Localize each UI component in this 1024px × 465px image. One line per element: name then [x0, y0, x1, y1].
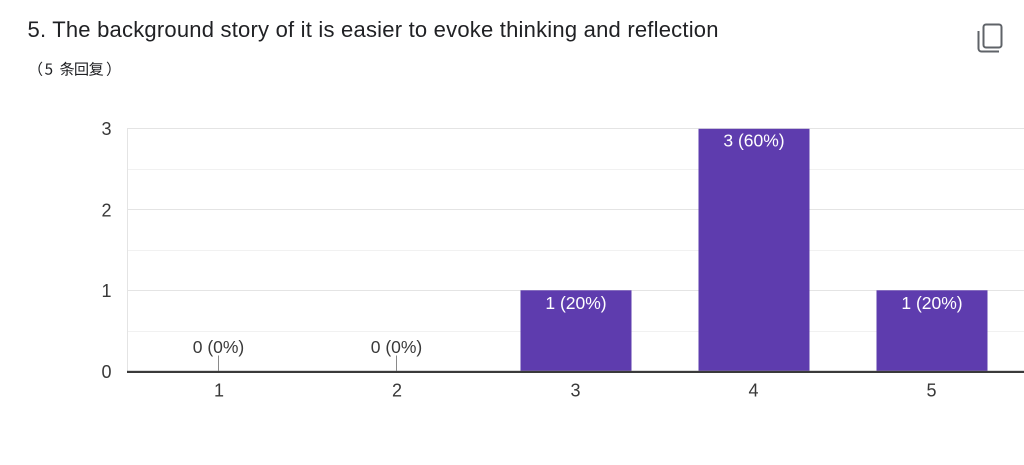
svg-text:3: 3 [101, 119, 111, 139]
svg-text:4: 4 [748, 381, 758, 401]
svg-text:2: 2 [392, 381, 402, 401]
svg-text:3: 3 [570, 381, 580, 401]
svg-text:0: 0 [101, 362, 111, 382]
svg-text:2: 2 [101, 201, 111, 221]
svg-text:1: 1 [214, 381, 224, 401]
svg-text:1: 1 [101, 281, 111, 301]
svg-text:1 (20%): 1 (20%) [545, 293, 606, 313]
svg-text:5. The background story of it: 5. The background story of it is easier … [28, 17, 719, 42]
svg-text:1 (20%): 1 (20%) [901, 293, 962, 313]
svg-text:3 (60%): 3 (60%) [723, 131, 784, 151]
svg-text:0 (0%): 0 (0%) [371, 337, 423, 357]
svg-text:0 (0%): 0 (0%) [193, 337, 245, 357]
svg-text:5: 5 [926, 381, 936, 401]
